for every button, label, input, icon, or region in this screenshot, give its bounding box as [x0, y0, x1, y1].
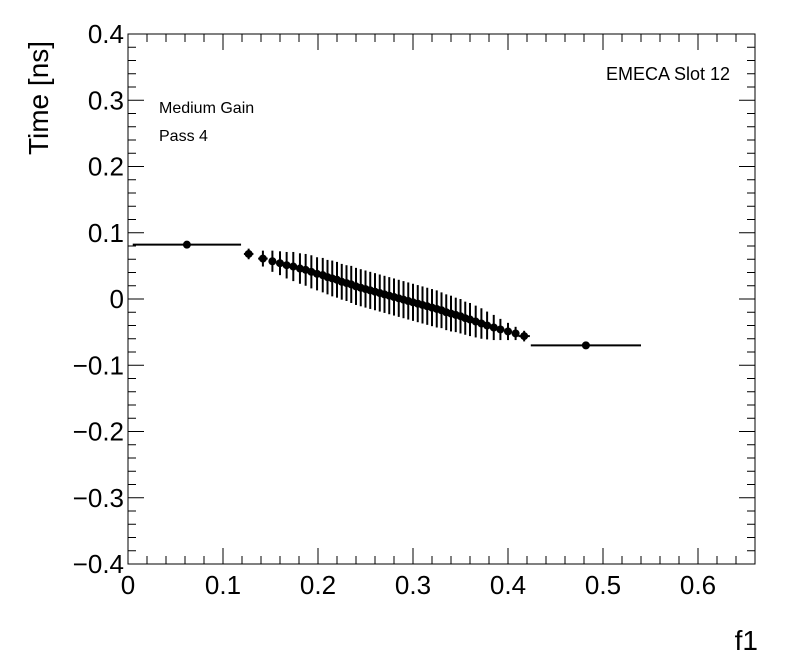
point-marker — [289, 262, 298, 271]
plot-frame — [127, 33, 756, 565]
x-tick-label: 0.2 — [300, 570, 336, 600]
data-point — [456, 299, 465, 334]
data-point — [511, 326, 520, 341]
point-marker — [511, 329, 520, 338]
x-tick-label: 0.3 — [395, 570, 431, 600]
data-point — [268, 250, 277, 272]
y-tick-label: 0.4 — [88, 19, 124, 49]
data-point — [504, 322, 512, 341]
data-point — [282, 251, 291, 279]
point-marker — [504, 327, 512, 336]
data-point — [132, 240, 242, 249]
data-point — [243, 248, 254, 260]
point-marker — [581, 341, 590, 350]
x-tick-label: 0 — [121, 570, 135, 600]
point-marker — [496, 325, 505, 334]
x-tick-label: 0.1 — [205, 570, 241, 600]
x-tick-label: 0.4 — [490, 570, 526, 600]
data-point — [276, 251, 284, 276]
gain-label: Medium Gain — [159, 100, 254, 117]
point-marker — [182, 240, 191, 249]
point-marker — [520, 332, 529, 341]
axis-tick-labels: 0 0.1 0.2 0.3 0.4 0.5 0.6 −0.4 −0.3 −0.2 −0.1 0 0.1 0… — [73, 19, 716, 600]
y-tick-label: −0.1 — [73, 350, 124, 380]
pass-label: Pass 4 — [159, 128, 208, 145]
point-marker — [276, 259, 284, 268]
data-points — [132, 240, 641, 350]
point-marker — [268, 257, 277, 266]
y-tick-label: 0.1 — [88, 218, 124, 248]
point-marker — [483, 321, 492, 330]
y-tick-label: −0.2 — [73, 417, 124, 447]
y-tick-label: −0.4 — [73, 549, 124, 579]
data-point — [289, 251, 298, 282]
data-point — [489, 314, 498, 341]
data-point — [496, 318, 505, 341]
y-tick-label: 0 — [110, 284, 124, 314]
axis-ticks — [127, 33, 756, 565]
y-tick-label: 0.3 — [88, 85, 124, 115]
point-marker — [489, 323, 498, 332]
y-tick-label: −0.3 — [73, 483, 124, 513]
point-marker — [258, 254, 267, 263]
x-tick-label: 0.6 — [680, 570, 716, 600]
data-point — [356, 269, 365, 307]
data-point — [518, 330, 530, 342]
point-marker — [244, 249, 253, 258]
slot-label: EMECA Slot 12 — [606, 64, 730, 84]
y-axis-title: Time [ns] — [23, 41, 54, 155]
data-point — [258, 250, 268, 267]
x-tick-label: 0.5 — [585, 570, 621, 600]
data-point — [530, 341, 641, 350]
data-point — [483, 311, 492, 340]
x-axis-title: f1 — [735, 625, 758, 656]
point-marker — [282, 261, 291, 270]
y-tick-label: 0.2 — [88, 152, 124, 182]
